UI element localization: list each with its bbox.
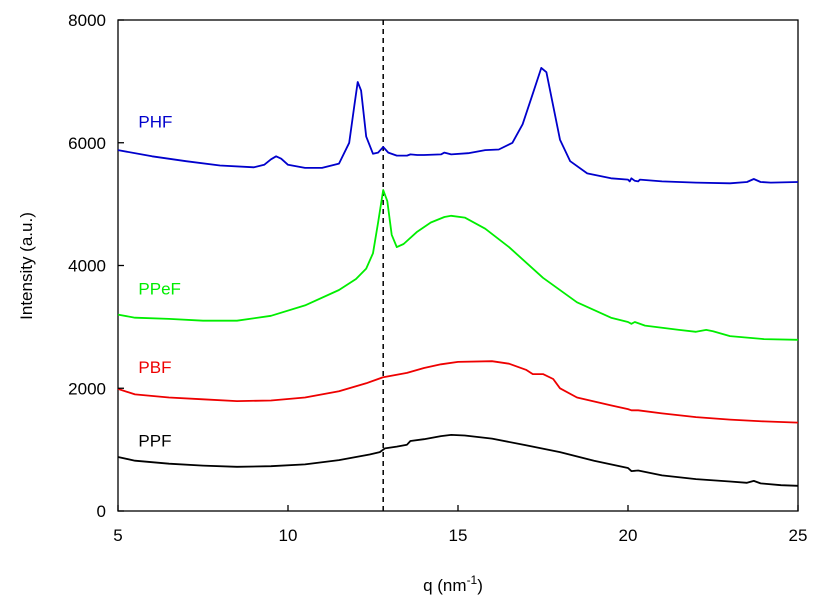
y-tick-label: 0 — [97, 502, 106, 521]
x-axis-title-suffix: ) — [477, 576, 483, 595]
y-axis-title: Intensity (a.u.) — [17, 212, 36, 320]
series-line-ppef — [117, 189, 799, 341]
y-tick-label: 2000 — [68, 379, 106, 398]
series-line-ppf — [117, 434, 799, 487]
x-axis-title-main: q (nm — [423, 576, 466, 595]
series-label-ppf: PPF — [138, 432, 171, 451]
series-line-phf — [117, 67, 799, 185]
y-tick-label: 4000 — [68, 257, 106, 276]
y-tick-label: 6000 — [68, 134, 106, 153]
series-layer — [117, 67, 799, 487]
series-label-phf: PHF — [138, 112, 172, 131]
x-tick-label: 10 — [279, 526, 298, 545]
x-axis-title: q (nm-1) — [423, 573, 483, 595]
plot-area — [117, 19, 799, 512]
plot-frame — [117, 19, 799, 512]
series-line-pbf — [117, 360, 799, 424]
series-label-ppef: PPeF — [138, 279, 181, 298]
x-axis-title-superscript: -1 — [467, 573, 478, 587]
x-tick-label: 25 — [789, 526, 808, 545]
x-tick-label: 15 — [449, 526, 468, 545]
axes-layer: 5 10 15 20 25 0 2000 4000 6000 8000 — [68, 11, 807, 545]
x-tick-label: 5 — [113, 526, 122, 545]
series-label-pbf: PBF — [138, 358, 171, 377]
x-tick-label: 20 — [619, 526, 638, 545]
y-tick-label: 8000 — [68, 11, 106, 30]
labels-layer: PHF PPeF PBF PPF — [138, 112, 181, 450]
